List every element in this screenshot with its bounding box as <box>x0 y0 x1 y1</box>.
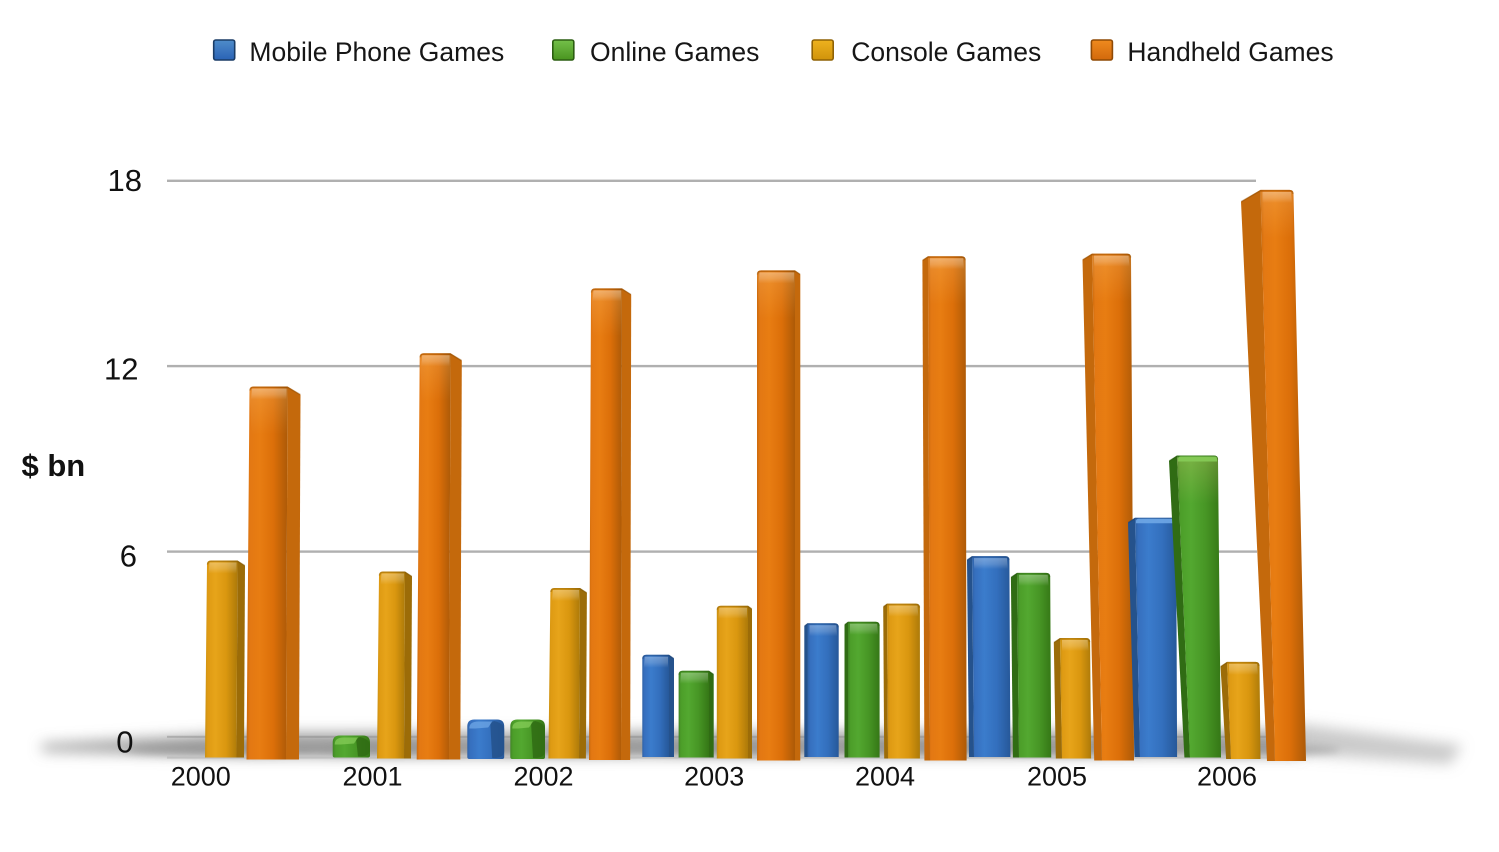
svg-text:18: 18 <box>108 163 142 198</box>
svg-text:2003: 2003 <box>684 762 744 792</box>
svg-text:Handheld Games: Handheld Games <box>1127 37 1333 67</box>
svg-text:2005: 2005 <box>1027 762 1087 792</box>
svg-text:$ bn: $ bn <box>22 448 86 483</box>
svg-text:2006: 2006 <box>1197 762 1257 792</box>
svg-text:2004: 2004 <box>855 762 915 792</box>
svg-text:2002: 2002 <box>513 762 573 792</box>
svg-text:Online Games: Online Games <box>590 37 759 67</box>
svg-text:0: 0 <box>116 725 133 760</box>
svg-text:12: 12 <box>104 352 138 387</box>
svg-text:Console Games: Console Games <box>851 37 1041 67</box>
svg-text:2001: 2001 <box>342 762 402 792</box>
svg-text:6: 6 <box>120 539 137 574</box>
svg-text:Mobile Phone Games: Mobile Phone Games <box>249 37 504 67</box>
svg-text:2000: 2000 <box>171 762 231 792</box>
